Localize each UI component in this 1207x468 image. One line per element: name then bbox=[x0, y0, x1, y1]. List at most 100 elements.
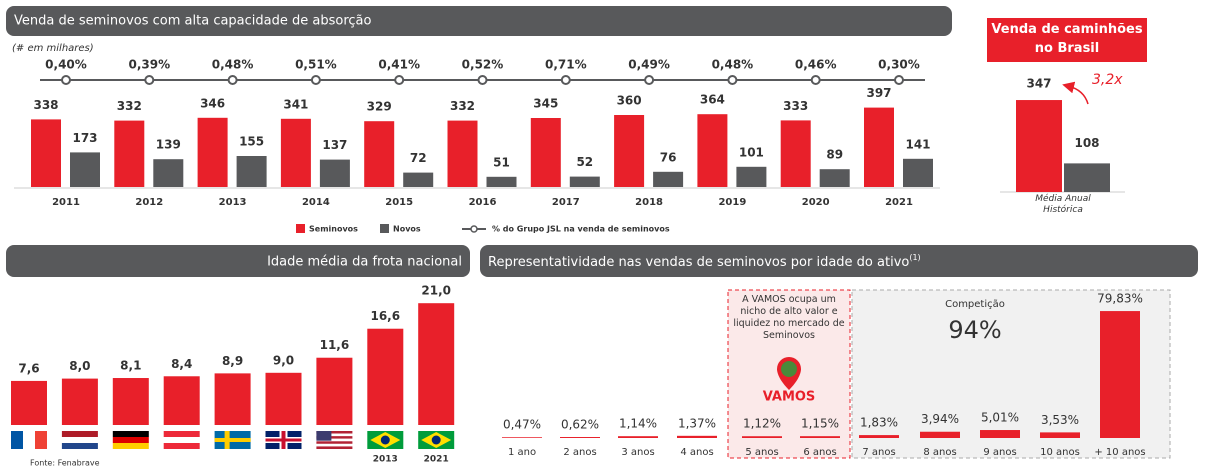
point bbox=[560, 75, 571, 85]
value-label: 52 bbox=[576, 155, 593, 169]
point bbox=[227, 75, 238, 85]
bar bbox=[280, 118, 311, 187]
flag bbox=[316, 433, 353, 437]
value-label: 3,53% bbox=[1041, 413, 1079, 427]
bar bbox=[920, 431, 960, 438]
x-tick-label: 2021 bbox=[424, 455, 449, 465]
flag bbox=[61, 437, 98, 443]
value-label: 347 bbox=[1026, 77, 1051, 91]
bar bbox=[364, 121, 395, 187]
value-label: 173 bbox=[72, 131, 97, 145]
value-label: 8,9 bbox=[222, 354, 243, 368]
x-tick-label: 1 ano bbox=[508, 447, 536, 458]
bar bbox=[560, 437, 600, 438]
x-tick-label: 10 anos bbox=[1040, 447, 1080, 458]
x-tick-label: 9 anos bbox=[983, 447, 1016, 458]
flag bbox=[380, 435, 390, 445]
point bbox=[477, 75, 488, 85]
value-label: 0,48% bbox=[212, 58, 254, 72]
x-tick-label: + 10 anos bbox=[1094, 447, 1145, 458]
bar bbox=[697, 114, 728, 187]
flag bbox=[35, 431, 47, 449]
x-tick-label: 2015 bbox=[385, 197, 413, 208]
x-tick-label: 2020 bbox=[802, 197, 830, 208]
value-label: 0,46% bbox=[795, 58, 837, 72]
value-label: 3,94% bbox=[921, 412, 959, 426]
value-label: 8,1 bbox=[120, 359, 141, 373]
bar bbox=[153, 159, 184, 187]
header-text: Venda de caminhões no Brasil bbox=[991, 22, 1143, 56]
bar bbox=[31, 119, 61, 187]
header-box bbox=[987, 18, 1147, 62]
flag bbox=[112, 443, 149, 449]
legend-label: % do Grupo JSL na venda de seminovos bbox=[492, 225, 670, 234]
x-tick-label: 2016 bbox=[469, 197, 497, 208]
flag bbox=[316, 436, 353, 439]
value-label: 51 bbox=[493, 155, 510, 169]
legend-swatch bbox=[470, 225, 478, 233]
annotation: 3,2x bbox=[1092, 72, 1123, 88]
bar bbox=[1016, 100, 1062, 192]
legend-swatch bbox=[380, 224, 389, 233]
x-tick-label: 4 anos bbox=[680, 447, 713, 458]
value-label: 5,01% bbox=[981, 411, 1019, 425]
value-label: 21,0 bbox=[421, 284, 451, 298]
legend-label: Novos bbox=[393, 225, 421, 234]
bar bbox=[618, 436, 658, 438]
bar bbox=[319, 159, 350, 187]
value-label: 338 bbox=[33, 98, 58, 112]
bar bbox=[403, 172, 434, 187]
logo-text: VAMOS bbox=[763, 390, 816, 405]
x-tick-label: 6 anos bbox=[803, 447, 836, 458]
title-note: (1) bbox=[909, 253, 920, 262]
flag bbox=[112, 437, 149, 443]
bar bbox=[864, 107, 894, 187]
bar bbox=[112, 378, 149, 425]
bar bbox=[742, 436, 782, 438]
value-label: 0,41% bbox=[378, 58, 420, 72]
value-label: 0,39% bbox=[128, 58, 170, 72]
value-label: 8,4 bbox=[171, 357, 192, 371]
bar bbox=[70, 152, 100, 187]
x-tick-label: 2013 bbox=[373, 455, 398, 465]
growth-arrow bbox=[1062, 81, 1089, 105]
value-label: 0,52% bbox=[462, 58, 504, 72]
flag bbox=[316, 443, 353, 447]
value-label: 137 bbox=[322, 138, 347, 152]
point bbox=[894, 75, 904, 85]
flag bbox=[163, 437, 200, 443]
bar bbox=[316, 357, 353, 425]
flag bbox=[11, 431, 23, 449]
bar bbox=[800, 436, 840, 438]
legend-label: Seminovos bbox=[309, 225, 358, 234]
bar bbox=[569, 176, 600, 187]
chart-title: Venda de seminovos com alta capacidade d… bbox=[14, 14, 372, 29]
value-label: 9,0 bbox=[273, 353, 294, 367]
bar bbox=[677, 435, 717, 438]
flag bbox=[316, 438, 353, 442]
value-label: 1,12% bbox=[743, 417, 781, 431]
point bbox=[644, 75, 655, 85]
value-label: 332 bbox=[117, 99, 142, 113]
value-label: 79,83% bbox=[1097, 292, 1143, 306]
value-label: 72 bbox=[410, 151, 427, 165]
value-label: 0,47% bbox=[503, 418, 541, 432]
header-bar bbox=[480, 245, 1198, 277]
x-tick-label: 5 anos bbox=[745, 447, 778, 458]
value-label: 1,83% bbox=[860, 416, 898, 430]
value-label: 0,49% bbox=[628, 58, 670, 72]
value-label: 141 bbox=[905, 137, 930, 151]
flag bbox=[112, 431, 149, 437]
value-label: 397 bbox=[866, 86, 891, 100]
legend-swatch bbox=[296, 224, 305, 233]
bar bbox=[61, 378, 98, 425]
point bbox=[61, 75, 71, 85]
flag bbox=[316, 441, 353, 444]
x-tick-label: 2021 bbox=[885, 197, 913, 208]
flag bbox=[265, 438, 302, 442]
flag bbox=[316, 446, 353, 449]
bar bbox=[367, 328, 404, 425]
bar bbox=[486, 176, 517, 187]
point bbox=[144, 75, 155, 85]
value-label: 364 bbox=[700, 93, 725, 107]
